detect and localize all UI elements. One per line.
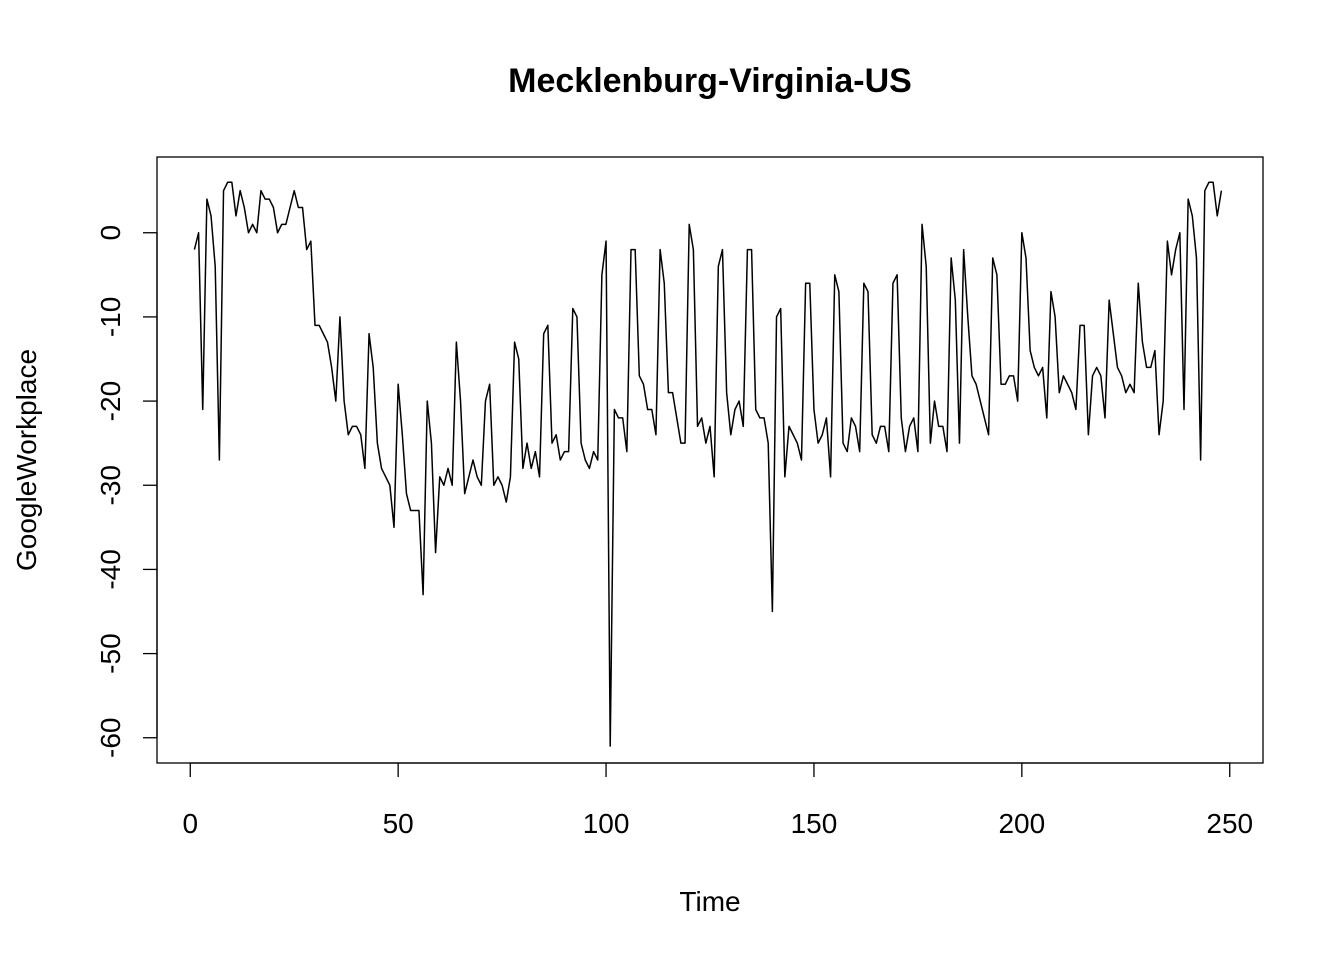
- y-tick-label: -20: [95, 381, 126, 421]
- y-tick-label: -50: [95, 633, 126, 673]
- plot-area: [156, 156, 1264, 764]
- x-tick-label: 250: [1206, 808, 1253, 839]
- x-tick-label: 100: [583, 808, 630, 839]
- y-tick-label: 0: [95, 225, 126, 241]
- series-line: [193, 181, 1223, 747]
- y-tick-label: -40: [95, 549, 126, 589]
- y-tick-label: -30: [95, 465, 126, 505]
- y-tick-label: -10: [95, 297, 126, 337]
- y-axis: -60 -50 -40 -30 -20 -10 0: [95, 225, 158, 758]
- x-axis-label: Time: [679, 886, 740, 917]
- x-tick-label: 50: [383, 808, 414, 839]
- y-tick-label: -60: [95, 718, 126, 758]
- y-axis-label: GoogleWorkplace: [11, 349, 42, 571]
- x-tick-label: 0: [182, 808, 198, 839]
- chart-title: Mecklenburg-Virginia-US: [508, 62, 912, 100]
- x-axis: 0 50 100 150 200 250: [182, 762, 1253, 839]
- x-tick-label: 150: [791, 808, 838, 839]
- x-tick-label: 200: [998, 808, 1045, 839]
